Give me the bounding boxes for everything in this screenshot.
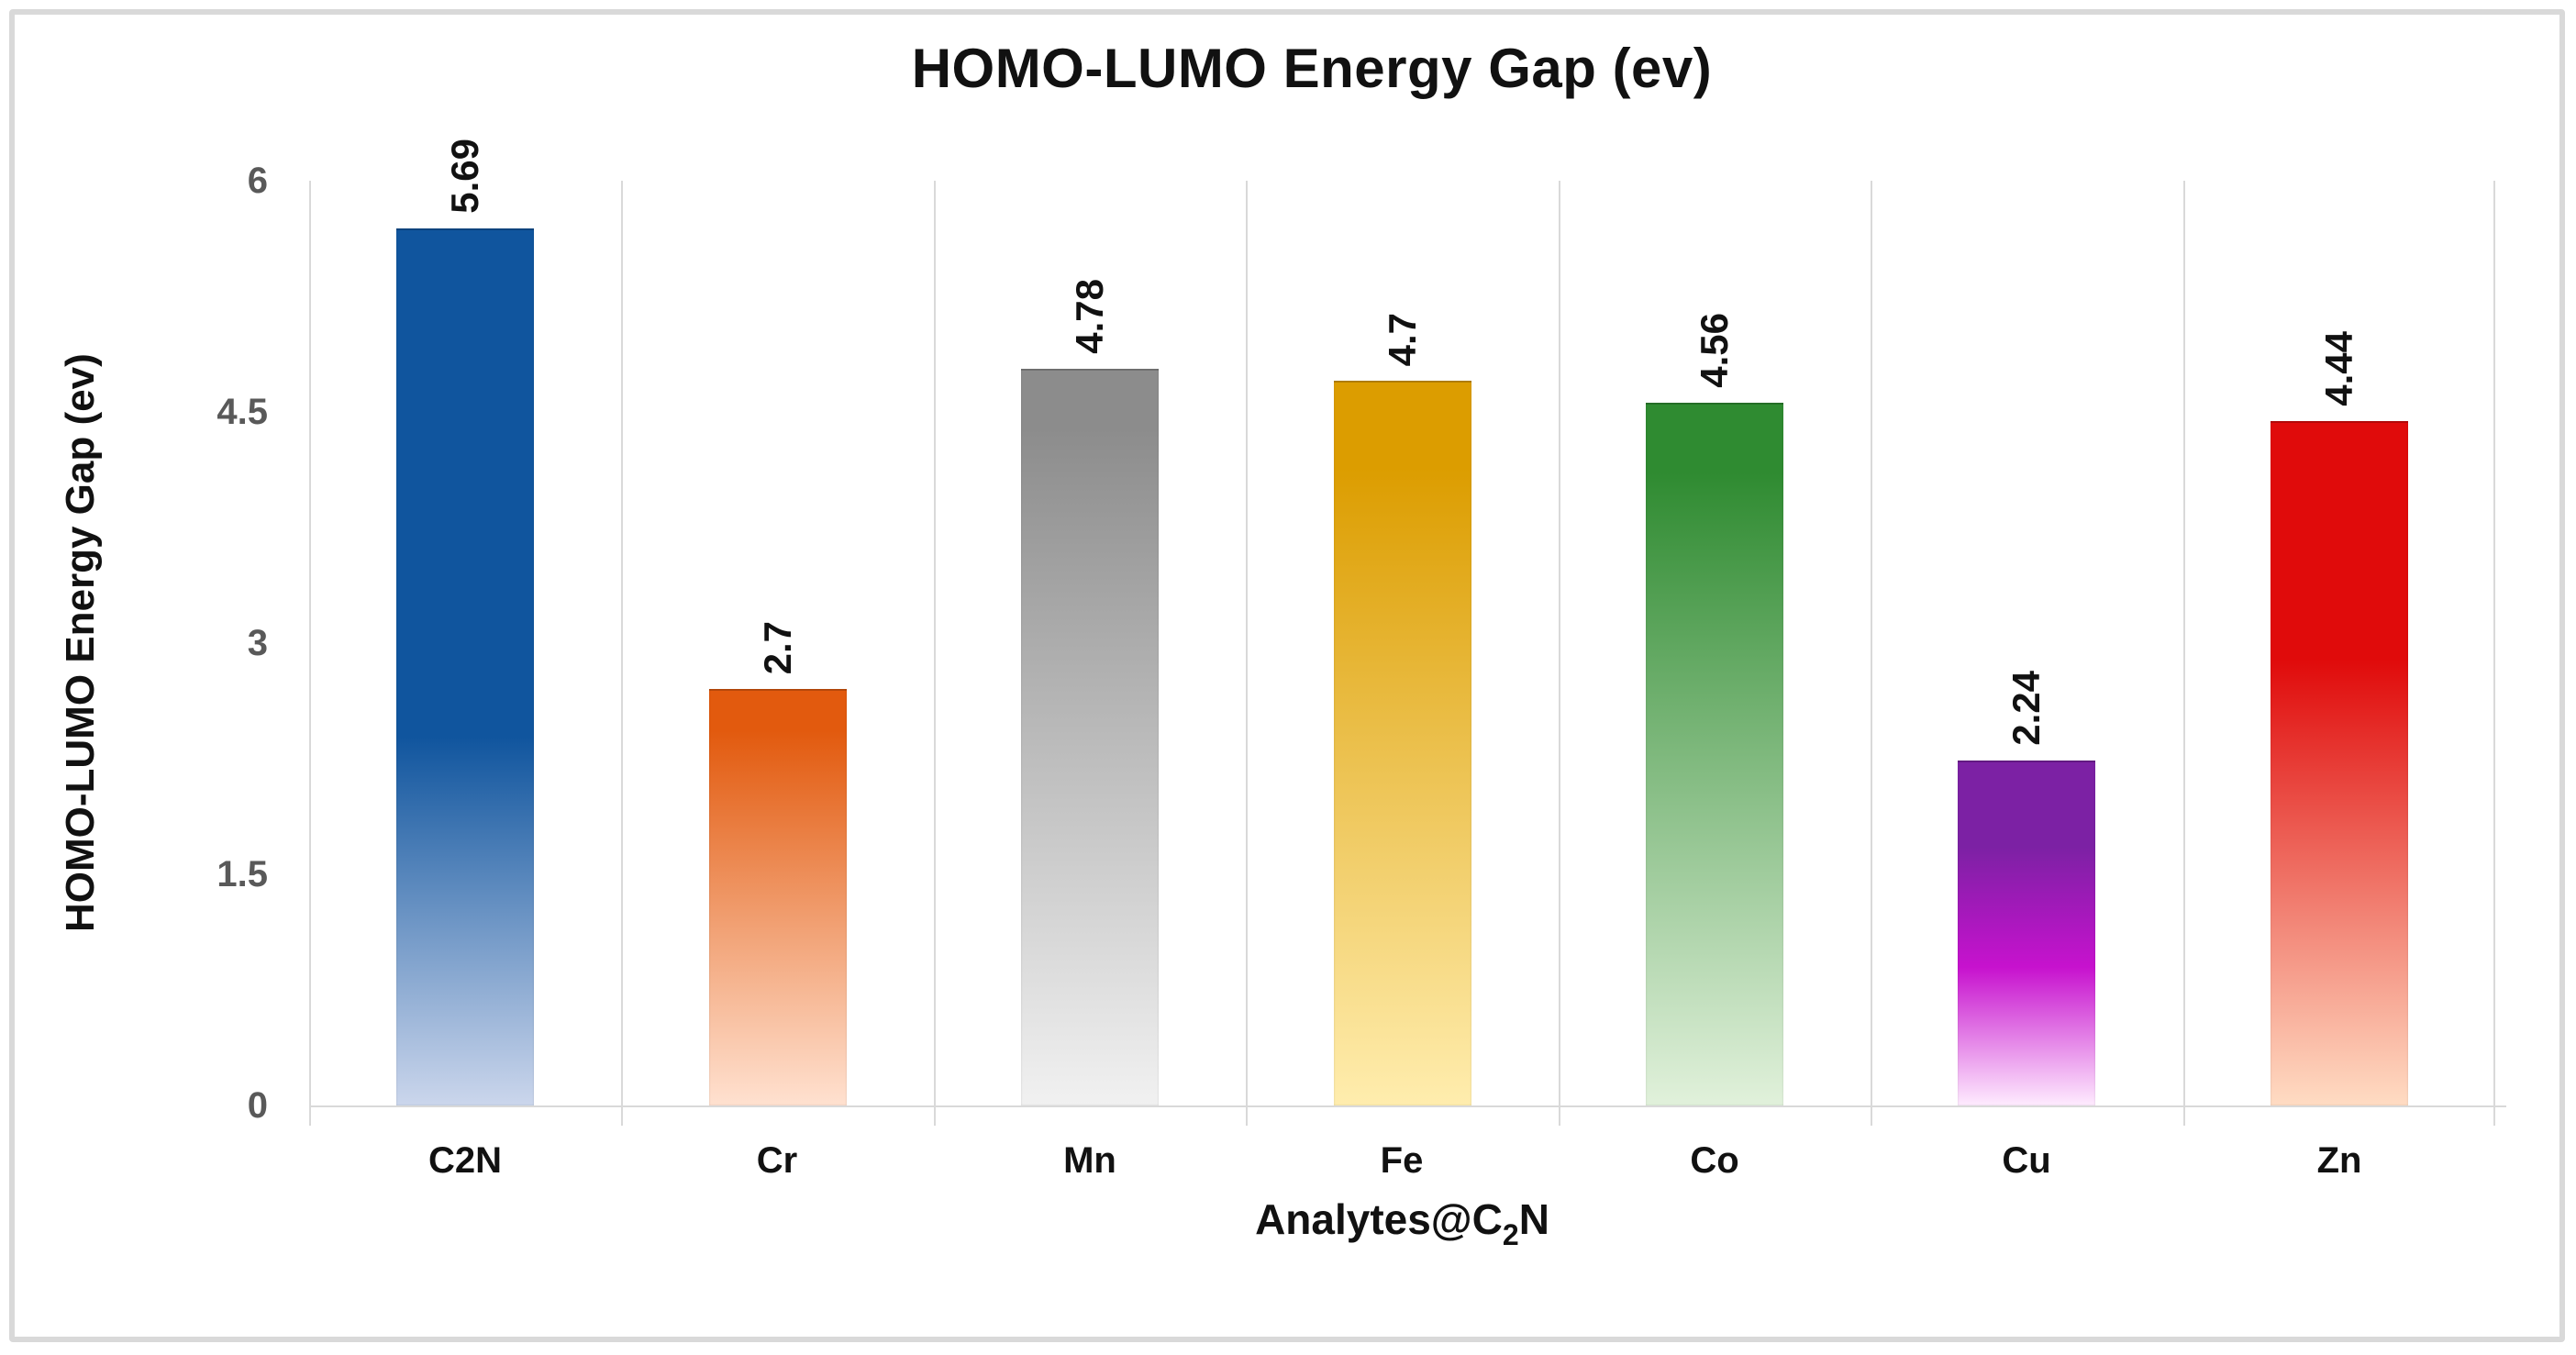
x-axis-title: Analytes@C2N [309, 1194, 2495, 1252]
bar-Co [1646, 403, 1783, 1105]
category-label-C2N: C2N [427, 1140, 503, 1181]
bar-value-label-Cu: 2.24 [2004, 671, 2048, 746]
bar-C2N [396, 228, 534, 1105]
y-tick-label-0: 0 [247, 1085, 268, 1126]
category-gridline [621, 181, 623, 1126]
bar-Cr [709, 689, 847, 1105]
category-gridline [1246, 181, 1248, 1126]
bar-value-label-C2N: 5.69 [443, 139, 486, 214]
x-axis-title-tail: N [1518, 1195, 1549, 1243]
y-tick-label-6: 6 [247, 161, 268, 201]
bar-value-label-Fe: 4.7 [1381, 312, 1424, 366]
category-gridline [1559, 181, 1560, 1126]
category-gridline [1871, 181, 1872, 1126]
plot-area: 5.69 2.7 4.78 4.7 4.56 2.24 4.44 [309, 139, 2506, 1126]
category-gridline [2183, 181, 2185, 1126]
category-gridline [934, 181, 936, 1126]
category-label-Co: Co [1690, 1140, 1739, 1181]
category-label-Zn: Zn [2316, 1140, 2362, 1181]
y-axis-line [309, 181, 311, 1126]
x-axis-title-subscript: 2 [1502, 1218, 1519, 1251]
y-tick-label-3: 3 [247, 623, 268, 663]
category-label-Cr: Cr [756, 1140, 798, 1181]
bar-Fe [1334, 381, 1471, 1105]
bar-value-label-Cr: 2.7 [756, 620, 799, 674]
bar-Cu [1958, 761, 2095, 1105]
bar-value-label-Zn: 4.44 [2317, 331, 2360, 406]
y-tick-label-1.5: 1.5 [217, 854, 268, 894]
bar-value-label-Mn: 4.78 [1068, 279, 1111, 354]
y-tick-label-4.5: 4.5 [217, 392, 268, 432]
x-axis-title-base: Analytes@C [1255, 1195, 1503, 1243]
category-label-Cu: Cu [2002, 1140, 2051, 1181]
category-label-Fe: Fe [1380, 1140, 1424, 1181]
category-gridline [2493, 181, 2495, 1126]
x-axis-line [309, 1105, 2506, 1107]
category-label-Mn: Mn [1063, 1140, 1116, 1181]
chart-title: HOMO-LUMO Energy Gap (ev) [911, 38, 1713, 99]
bar-Mn [1021, 369, 1159, 1105]
bar-value-label-Co: 4.56 [1693, 313, 1736, 388]
bar-Zn [2271, 421, 2408, 1105]
